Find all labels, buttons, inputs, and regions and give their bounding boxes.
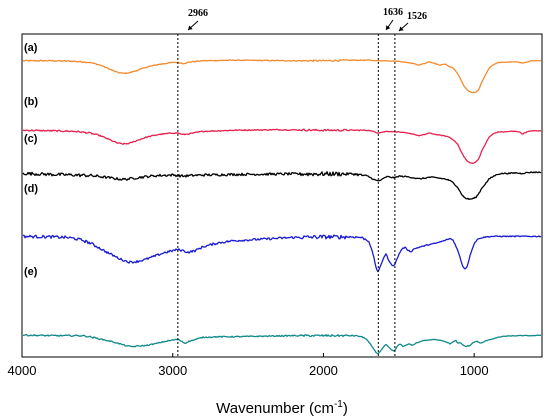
series-label-d: (d): [24, 183, 38, 195]
series-line-a: [22, 58, 542, 94]
annotation-arrowhead-1526: [399, 26, 404, 31]
plot-frame: [21, 33, 543, 358]
annotation-arrowhead-1636: [386, 25, 391, 30]
series-label-a: (a): [24, 42, 38, 54]
x-tick-label: 3000: [158, 363, 187, 378]
annotation-label-1526: 1526: [407, 11, 427, 22]
x-axis-label-superscript: -1: [334, 399, 343, 410]
axes: [21, 33, 543, 358]
x-tick-label: 4000: [8, 363, 37, 378]
annotation-labels: 2966 1636 1526: [187, 7, 427, 32]
x-axis-ticks: 4000 3000 2000 1000: [8, 353, 489, 378]
series-line-c: [22, 171, 542, 201]
x-tick-label: 1000: [460, 363, 489, 378]
x-axis-label: Wavenumber (cm-1): [216, 399, 348, 417]
series-line-b: [22, 128, 542, 165]
annotation-arrowhead-2966: [188, 25, 193, 30]
x-axis-label-close: ): [343, 400, 348, 417]
x-tick-label: 2000: [309, 363, 338, 378]
series-layer: [22, 58, 542, 355]
series-line-d: [22, 234, 542, 273]
series-labels: (a) (b) (c) (d) (e): [24, 42, 38, 278]
annotation-label-2966: 2966: [188, 8, 208, 19]
series-line-e: [22, 333, 542, 355]
annotation-label-1636: 1636: [383, 7, 403, 18]
annotation-lines: [177, 34, 396, 357]
x-axis-label-text: Wavenumber (cm: [216, 400, 334, 417]
series-label-e: (e): [24, 266, 38, 278]
series-label-c: (c): [24, 133, 38, 145]
series-label-b: (b): [24, 96, 38, 108]
